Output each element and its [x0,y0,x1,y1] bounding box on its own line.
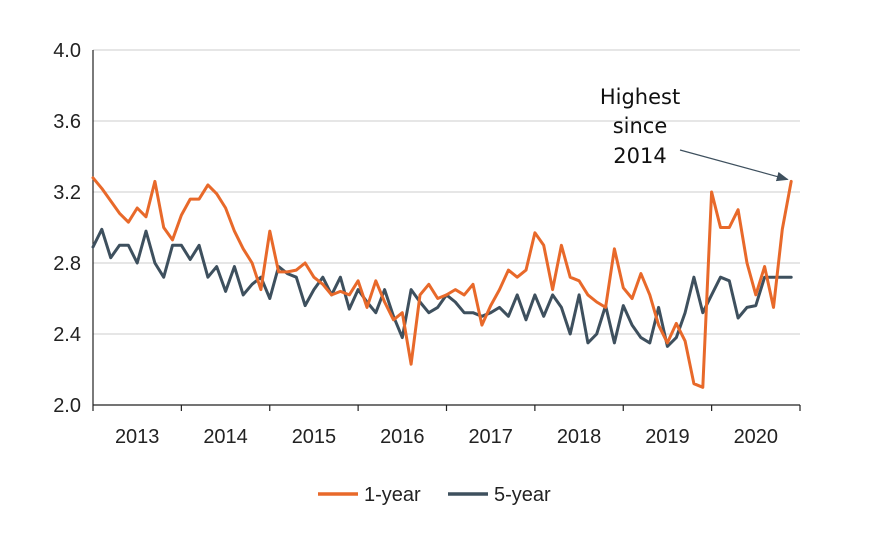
x-tick-label: 2014 [203,426,248,448]
annotation-line-3: 2014 [613,144,666,168]
legend-label-1-year: 1-year [364,484,421,506]
x-tick-label: 2016 [380,426,425,448]
y-tick-label: 2.4 [53,324,81,346]
y-tick-label: 2.8 [53,253,81,275]
x-tick-label: 2015 [292,426,337,448]
legend-label-5-year: 5-year [494,484,551,506]
annotation-line-2: since [613,114,668,138]
y-tick-label: 3.2 [53,182,81,204]
x-tick-label: 2018 [557,426,602,448]
x-tick-label: 2019 [645,426,690,448]
x-tick-label: 2017 [468,426,513,448]
legend: 1-year 5-year [318,484,551,506]
x-tick-label: 2020 [734,426,779,448]
y-tick-label: 2.0 [53,395,81,417]
annotation-arrow [679,149,789,182]
series-lines [91,176,793,389]
annotation-line-1: Highest [600,85,680,109]
x-tick-label: 2013 [115,426,160,448]
series-line-1-year [91,176,793,389]
series-line-5-year [91,227,793,348]
gridlines [93,49,800,335]
y-tick-label: 3.6 [53,111,81,133]
annotation-highest-since-2014: Highest since 2014 [600,85,789,182]
y-tick-label: 4.0 [53,40,81,62]
axes: 2.0 2.4 2.8 3.2 3.6 4.0 2013 2014 2015 2016 2017 20… [53,40,801,448]
